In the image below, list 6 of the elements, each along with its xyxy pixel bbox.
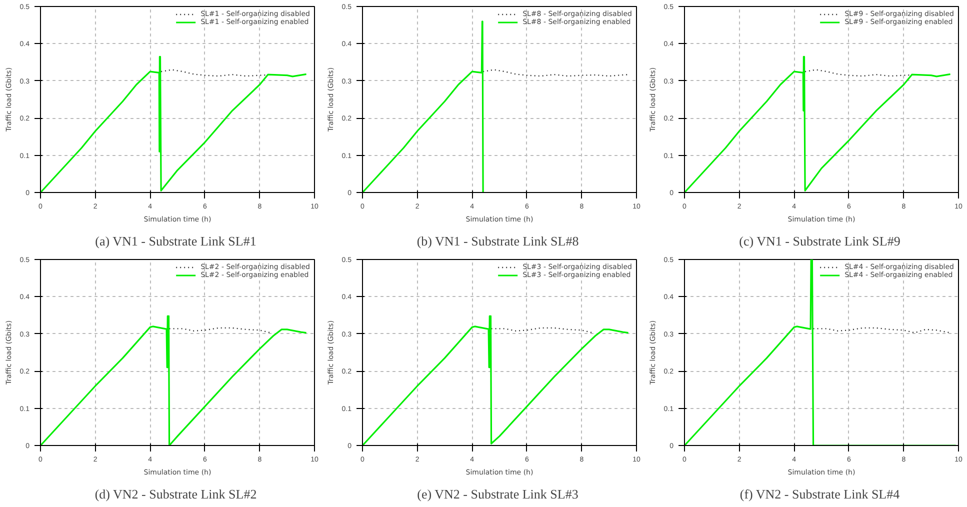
text: (b) VN1 - Substrate Link SL#8: [416, 234, 579, 248]
text: (c) VN1 - Substrate Link SL#9: [739, 234, 900, 248]
text: (a) VN1 - Substrate Link SL#1: [95, 234, 256, 248]
text: (f) VN2 - Substrate Link SL#4: [740, 486, 900, 502]
text: (e) VN2 - Substrate Link SL#3: [417, 486, 578, 502]
text: (d) VN2 - Substrate Link SL#2: [94, 486, 257, 502]
